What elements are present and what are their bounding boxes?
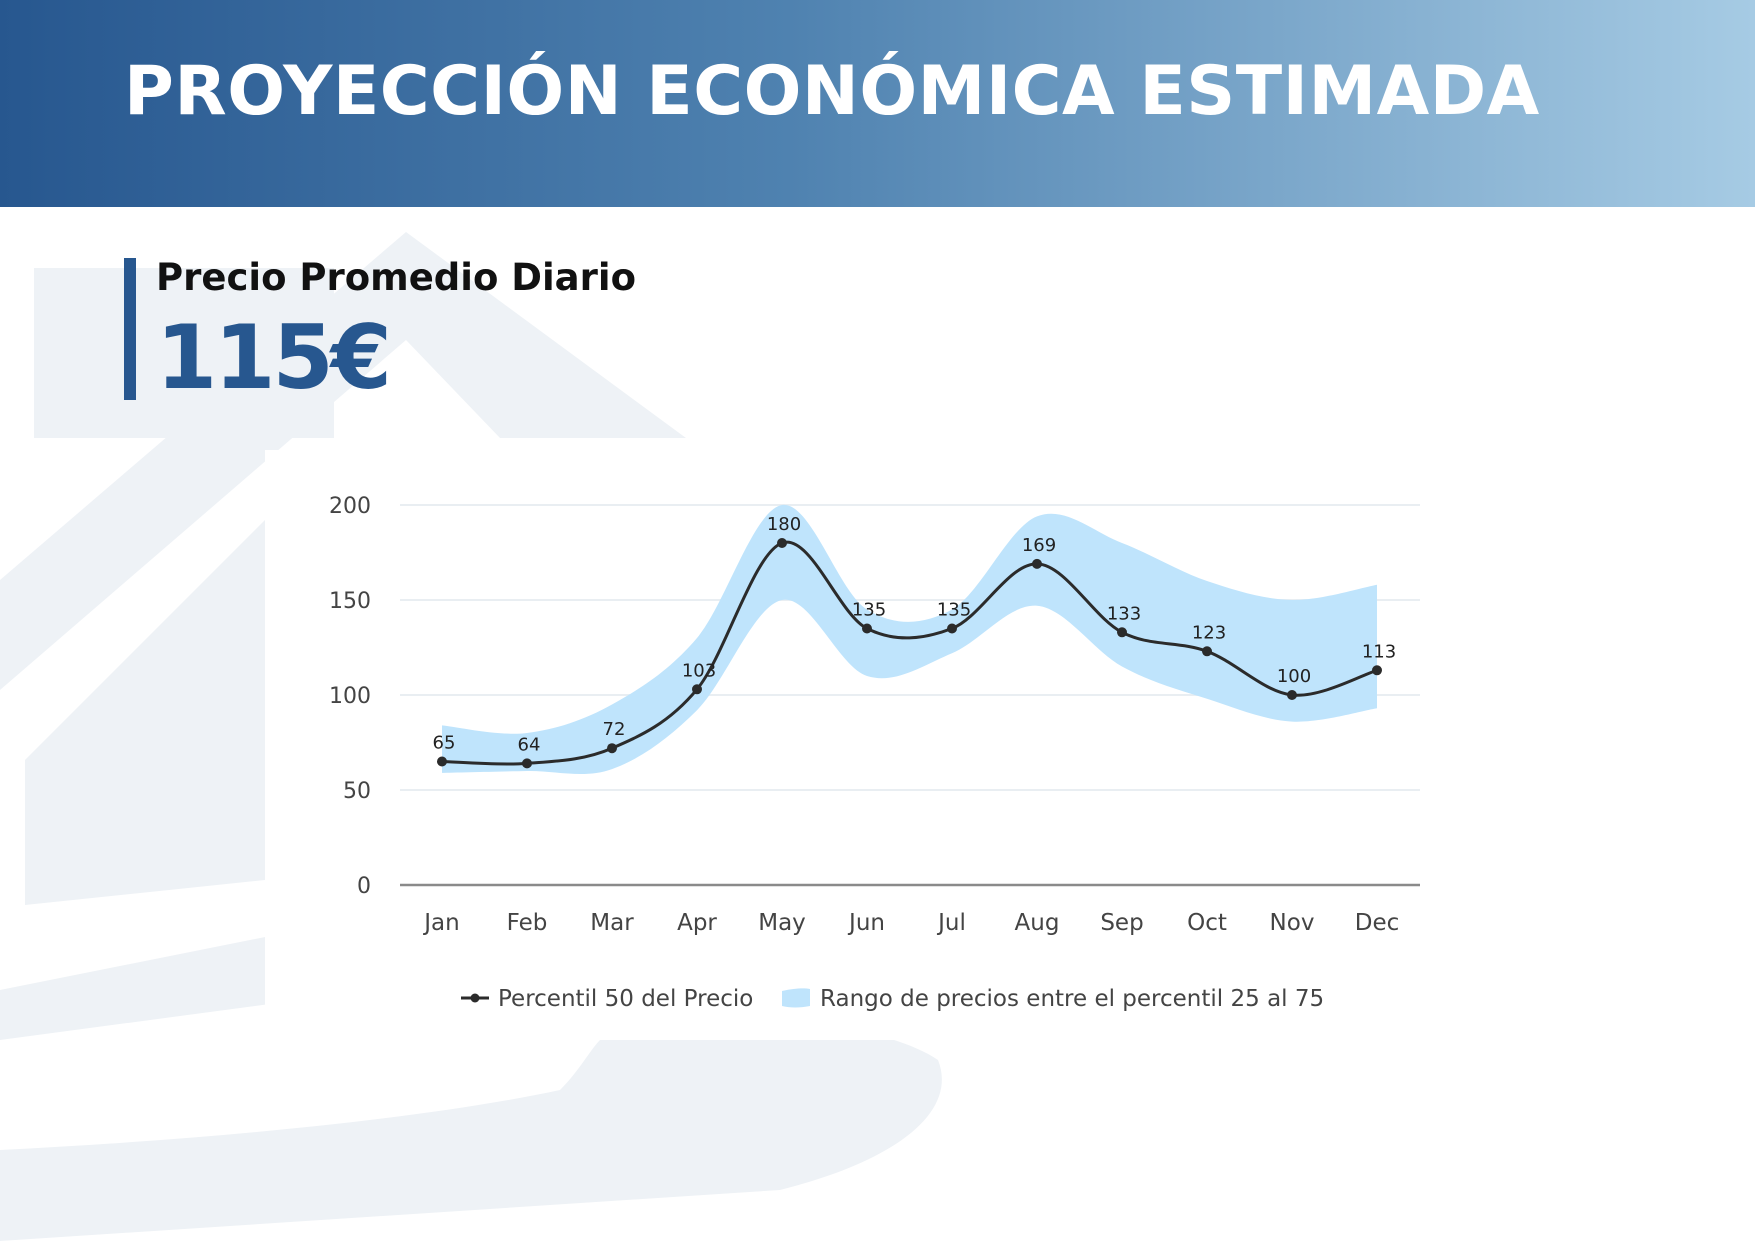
- data-label: 180: [767, 514, 801, 535]
- median-point-nov: [1287, 690, 1297, 700]
- kpi-value: 115€: [156, 306, 392, 409]
- y-tick-label: 200: [329, 494, 371, 519]
- range-band-area: [442, 504, 1377, 774]
- median-point-may: [777, 538, 787, 548]
- y-tick-label: 0: [357, 874, 371, 899]
- x-tick-label: Sep: [1100, 910, 1143, 936]
- x-tick-label: Aug: [1015, 910, 1060, 936]
- header-banner: PROYECCIÓN ECONÓMICA ESTIMADA: [0, 0, 1755, 207]
- x-tick-label: Nov: [1270, 910, 1315, 936]
- legend-point-swatch: [470, 993, 480, 1003]
- kpi-accent-bar: [124, 258, 136, 400]
- x-tick-label: Oct: [1187, 910, 1227, 936]
- x-tick-label: Jun: [847, 910, 885, 936]
- legend-label-median: Percentil 50 del Precio: [498, 986, 753, 1012]
- median-point-oct: [1202, 646, 1212, 657]
- data-label: 72: [603, 719, 626, 740]
- x-tick-label: Mar: [590, 910, 634, 936]
- x-tick-label: Dec: [1355, 910, 1400, 936]
- data-label: 65: [433, 733, 456, 754]
- chart-card: 0 50 100 150 200 65 64 72 103 180 135 135 169 133 123…: [265, 450, 1455, 1040]
- data-label: 113: [1362, 641, 1396, 662]
- median-point-dec: [1372, 665, 1382, 676]
- data-label: 123: [1192, 622, 1226, 643]
- median-point-apr: [692, 684, 702, 695]
- data-label: 135: [852, 600, 886, 621]
- x-tick-label: May: [758, 910, 806, 936]
- house-watermark-icon: [0, 232, 942, 1241]
- data-label: 64: [518, 734, 541, 755]
- data-label: 100: [1277, 666, 1311, 687]
- kpi-label: Precio Promedio Diario: [156, 256, 636, 299]
- x-tick-label: Apr: [677, 910, 717, 936]
- data-label: 103: [682, 660, 716, 681]
- median-point-jan: [437, 756, 447, 767]
- price-chart: 0 50 100 150 200 65 64 72 103 180 135 135 169 133 123…: [329, 494, 1420, 1012]
- median-point-aug: [1032, 558, 1042, 569]
- page-title: PROYECCIÓN ECONÓMICA ESTIMADA: [124, 52, 1540, 131]
- x-tick-label: Jul: [936, 910, 966, 936]
- y-tick-label: 50: [343, 779, 371, 804]
- data-label: 133: [1107, 603, 1141, 624]
- median-point-feb: [522, 758, 532, 769]
- x-tick-label: Jan: [422, 910, 459, 936]
- y-tick-label: 150: [329, 589, 371, 614]
- data-label: 169: [1022, 535, 1056, 556]
- median-point-jul: [947, 623, 957, 634]
- x-tick-label: Feb: [507, 910, 548, 936]
- legend-band-swatch: [782, 988, 810, 1008]
- legend-label-range: Rango de precios entre el percentil 25 a…: [820, 986, 1324, 1012]
- median-point-mar: [607, 743, 617, 754]
- data-label: 135: [937, 600, 971, 621]
- median-point-sep: [1117, 627, 1127, 638]
- y-tick-label: 100: [329, 684, 371, 709]
- median-point-jun: [862, 623, 872, 634]
